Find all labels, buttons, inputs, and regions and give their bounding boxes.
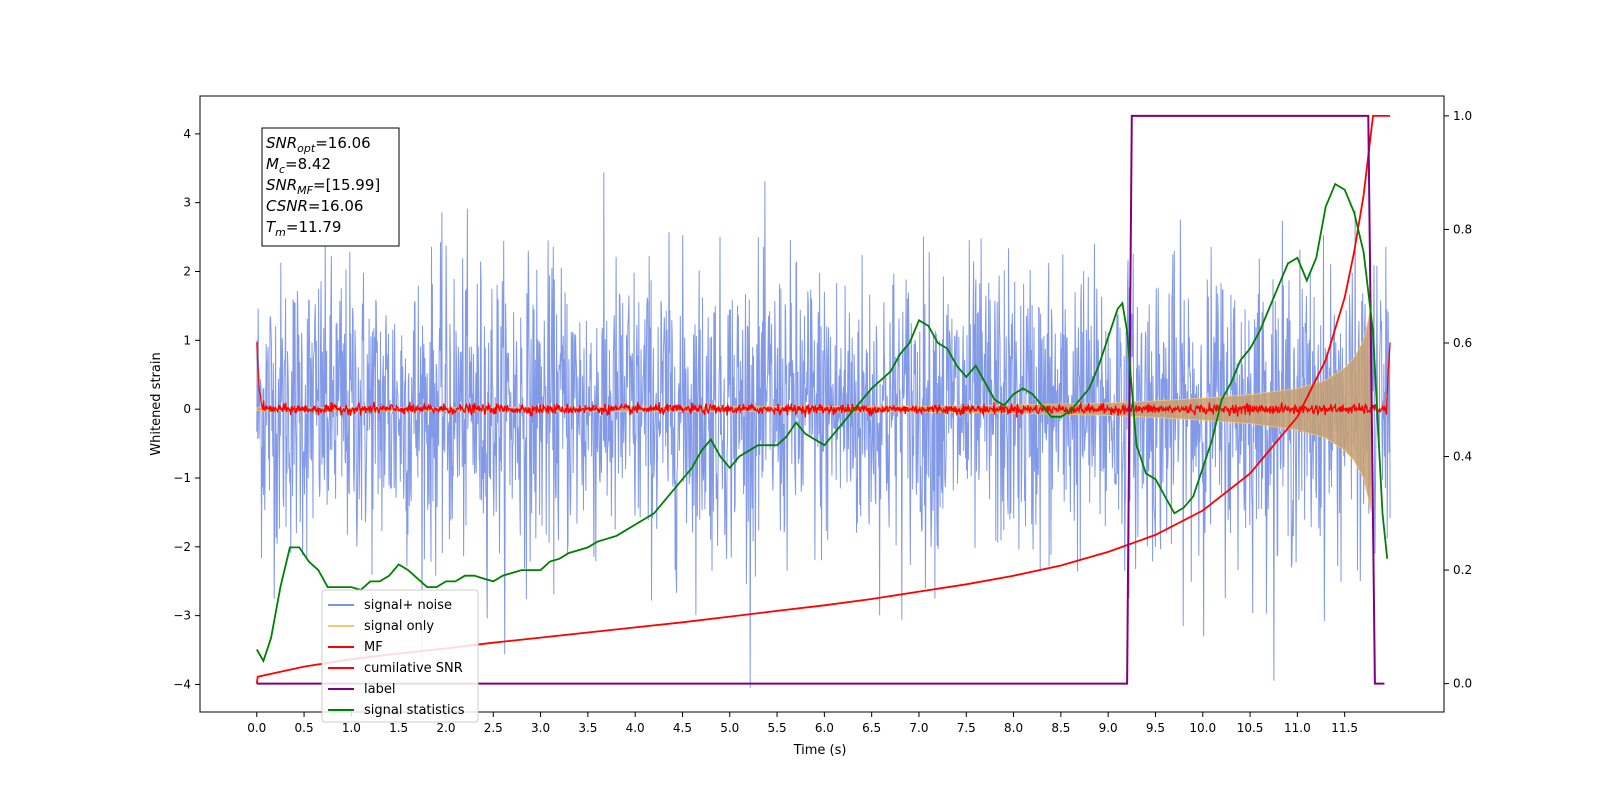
- legend-label: signal+ noise: [364, 598, 452, 613]
- x-tick-label: 6.0: [815, 721, 834, 735]
- x-tick-label: 8.5: [1051, 721, 1070, 735]
- legend-label: signal only: [364, 619, 434, 634]
- legend-label: cumilative SNR: [364, 661, 463, 676]
- annotation-box: SNRopt=16.06Mc=8.42SNRMF=[15.99]CSNR=16.…: [261, 127, 400, 247]
- y-tick-label: −1: [173, 471, 191, 485]
- annotation-line: CSNR=16.06: [266, 197, 363, 215]
- x-tick-label: 3.0: [531, 721, 550, 735]
- legend-label: signal statistics: [364, 703, 465, 718]
- y2-tick-label: 0.6: [1453, 336, 1472, 350]
- y2-tick-label: 0.4: [1453, 450, 1472, 464]
- y-tick-label: 4: [183, 127, 191, 141]
- x-tick-label: 8.0: [1004, 721, 1023, 735]
- x-tick-label: 1.5: [389, 721, 408, 735]
- x-tick-label: 4.0: [626, 721, 645, 735]
- y2-tick-label: 0.2: [1453, 563, 1472, 577]
- x-tick-label: 4.5: [673, 721, 692, 735]
- x-tick-label: 1.0: [342, 721, 361, 735]
- annotation-line: SNRMF=[15.99]: [266, 176, 380, 197]
- x-tick-label: 0.0: [247, 721, 266, 735]
- y-tick-label: 3: [183, 196, 191, 210]
- annotation-line: Mc=8.42: [266, 155, 331, 176]
- y2-tick-label: 0.8: [1453, 222, 1472, 236]
- y2-tick-label: 1.0: [1453, 109, 1472, 123]
- y-tick-label: 2: [183, 265, 191, 279]
- y-axis-label: Whitened strain: [149, 352, 164, 455]
- x-axis: 0.0 0.5 1.0 1.5 2.0 2.5 3.0 3.5 4.0 4.5 5.0 5.5 6.0 6…: [247, 712, 1358, 735]
- x-tick-label: 0.5: [295, 721, 314, 735]
- mf-series: [256, 342, 1391, 418]
- y-axis-left: −4 −3 −2 −1 0 1 2 3 4: [173, 127, 200, 691]
- plot-frame: [199, 95, 1445, 713]
- y-axis-right: 0.0 0.2 0.4 0.6 0.8 1.0: [1444, 109, 1472, 691]
- annotation-line: SNRopt=16.06: [266, 134, 371, 155]
- x-tick-label: 7.0: [909, 721, 928, 735]
- label-series: [256, 114, 1385, 685]
- x-tick-label: 3.5: [578, 721, 597, 735]
- annotation-line: Tm=11.79: [266, 218, 341, 239]
- x-tick-label: 11.5: [1331, 721, 1358, 735]
- legend: signal+ noise signal only MF cumilative SNR…: [321, 589, 479, 723]
- x-tick-label: 5.5: [768, 721, 787, 735]
- x-tick-label: 2.5: [484, 721, 503, 735]
- x-tick-label: 10.0: [1189, 721, 1216, 735]
- plot-area: [255, 114, 1391, 688]
- x-tick-label: 9.0: [1099, 721, 1118, 735]
- legend-label: MF: [364, 640, 383, 655]
- signal-noise-series: [256, 172, 1391, 688]
- signal-statistics-series: [256, 182, 1389, 664]
- legend-label: label: [364, 682, 395, 697]
- x-tick-label: 7.5: [957, 721, 976, 735]
- y-tick-label: 0: [183, 402, 191, 416]
- x-tick-label: 11.0: [1284, 721, 1311, 735]
- y2-tick-label: 0.0: [1453, 677, 1472, 691]
- y-tick-label: −4: [173, 677, 191, 691]
- x-tick-label: 5.0: [720, 721, 739, 735]
- y-tick-label: −2: [173, 540, 191, 554]
- x-axis-label: Time (s): [793, 743, 847, 758]
- x-tick-label: 6.5: [862, 721, 881, 735]
- x-tick-label: 9.5: [1146, 721, 1165, 735]
- y-tick-label: 1: [183, 333, 191, 347]
- y-tick-label: −3: [173, 609, 191, 623]
- x-tick-label: 10.5: [1237, 721, 1264, 735]
- x-tick-label: 2.0: [436, 721, 455, 735]
